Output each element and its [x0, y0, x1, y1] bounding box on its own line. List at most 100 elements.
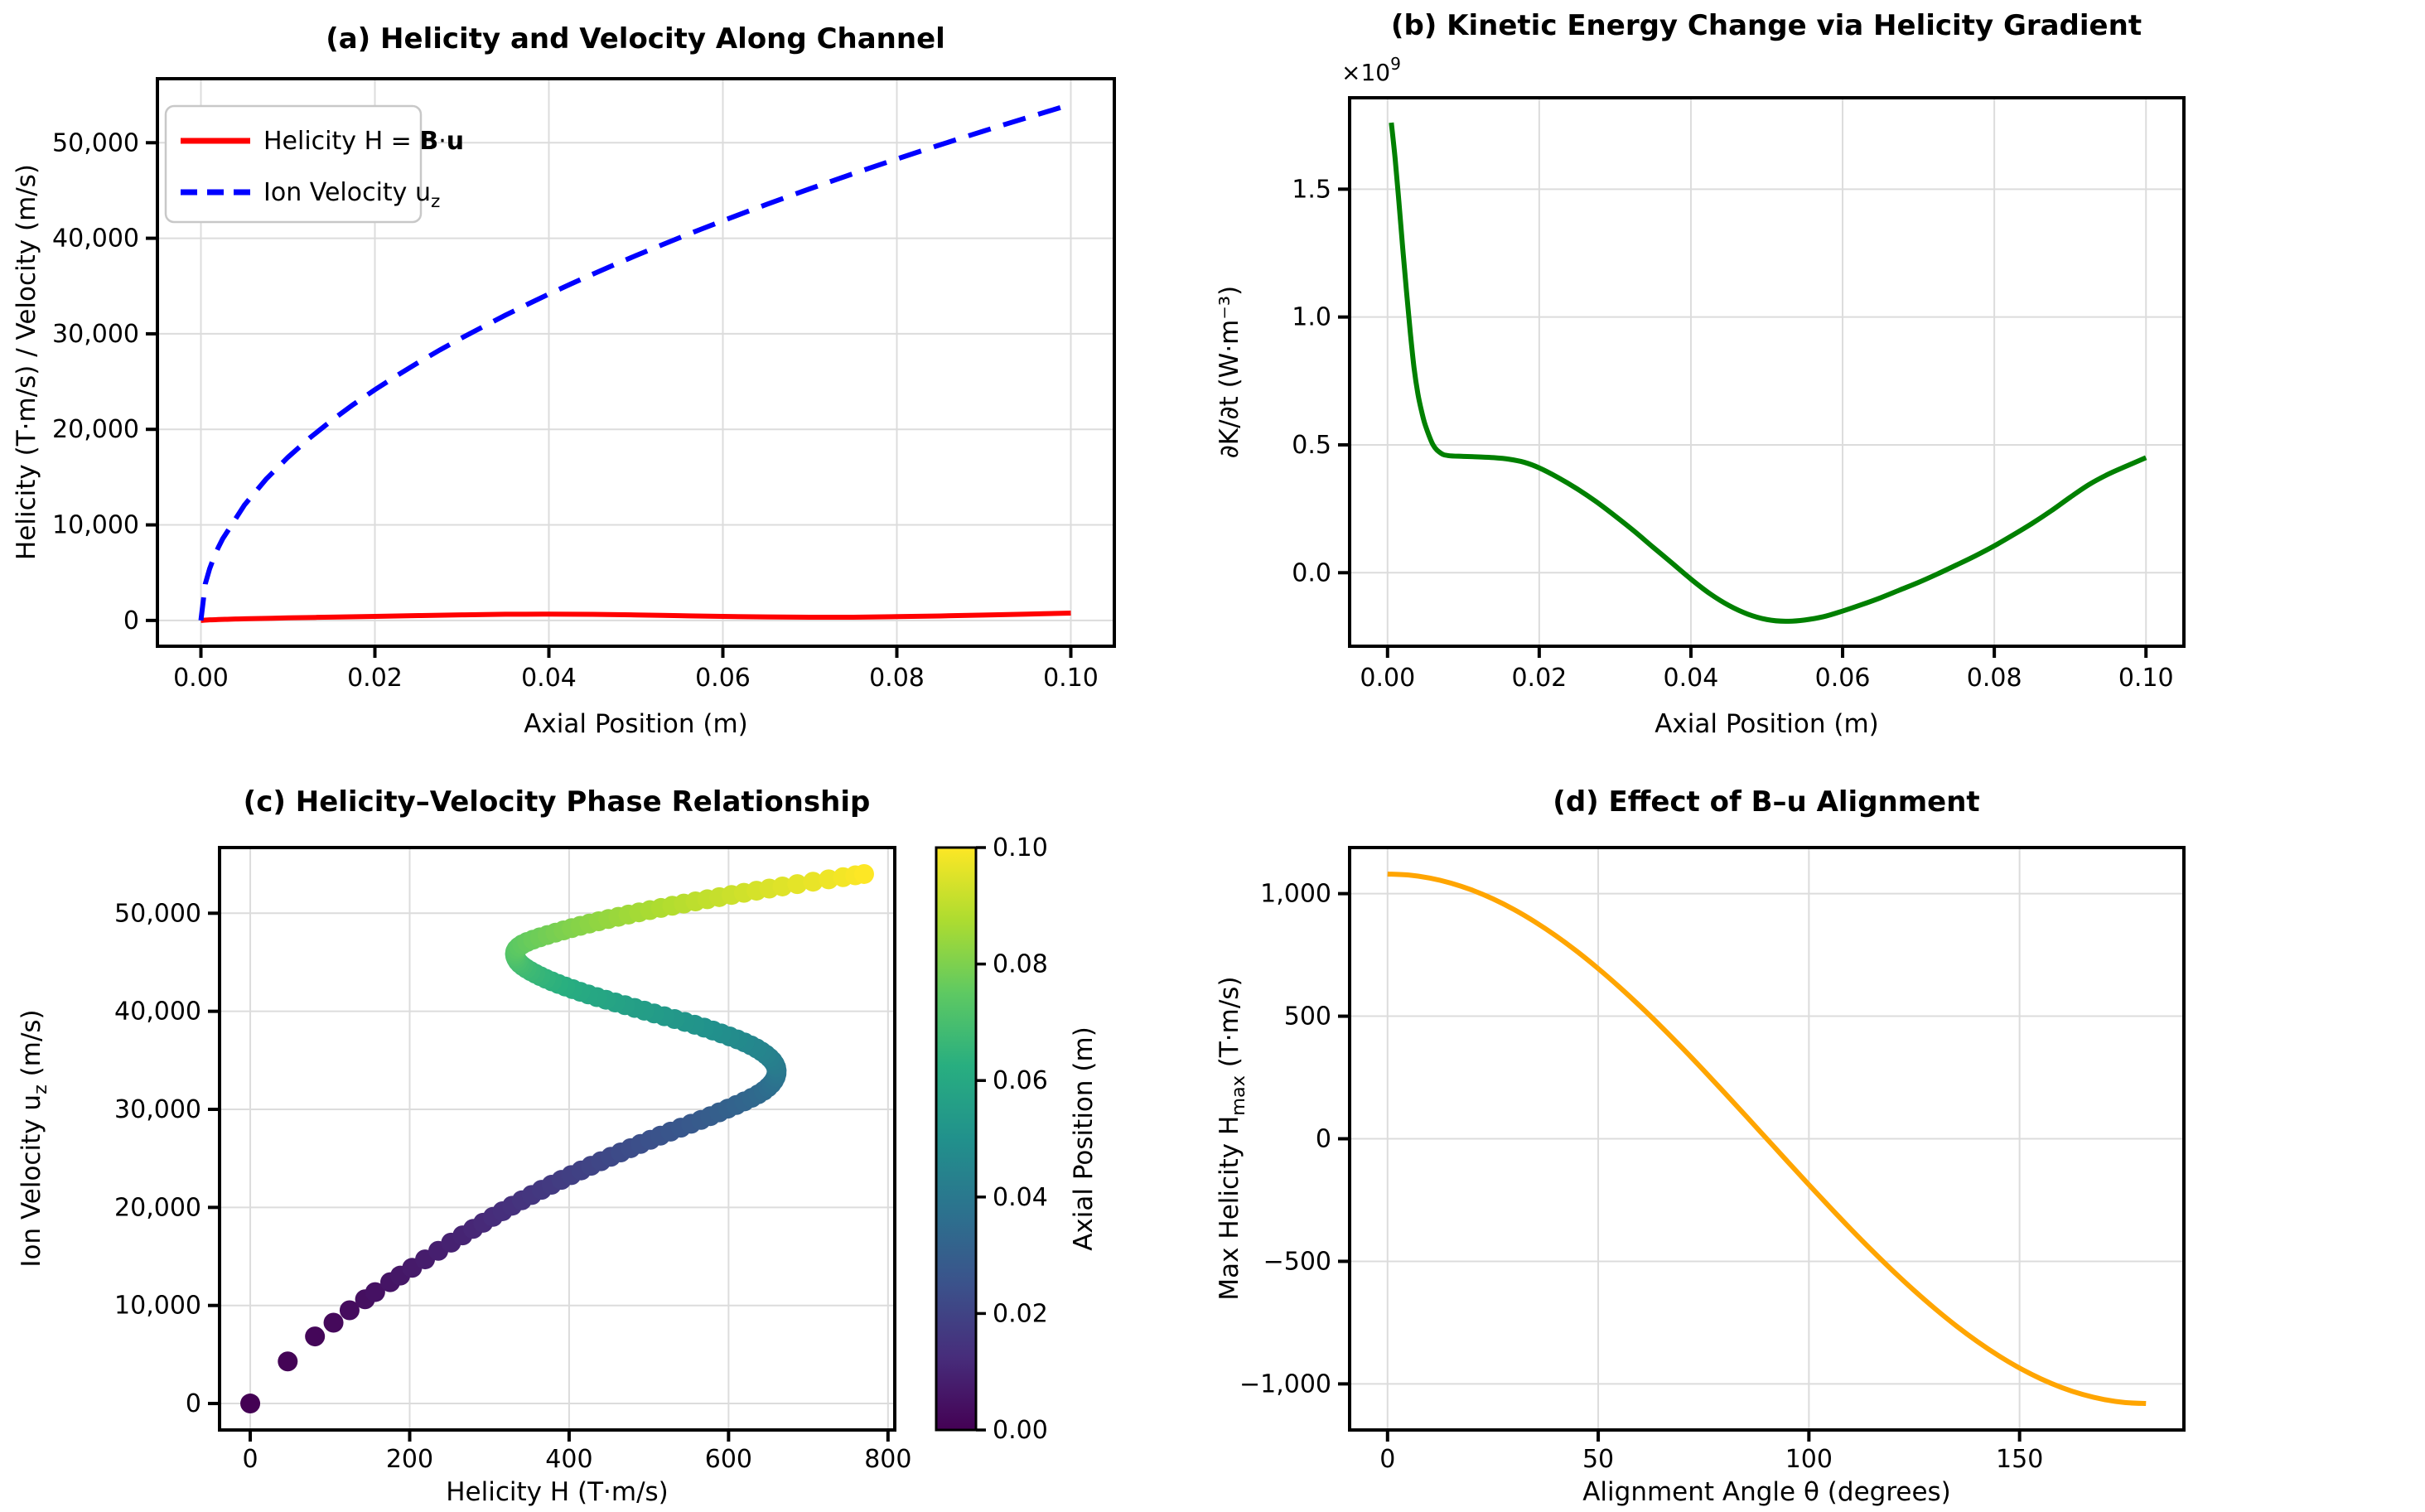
y-tick-label: 0	[1316, 1125, 1331, 1154]
series-line-a-0	[200, 610, 1071, 623]
x-tick-label: 400	[545, 1445, 592, 1474]
tick-labels: 0.00 0.02 0.04 0.06 0.08 0.10 0 10,000 20,000 30,…	[52, 128, 1099, 693]
x-tick-label: 0.04	[1664, 664, 1719, 693]
scatter-point	[365, 1282, 385, 1302]
panel-d-title: (d) Effect of B–u Alignment	[1553, 785, 1979, 819]
x-tick-label: 50	[1582, 1445, 1614, 1474]
scatter-point	[339, 1300, 360, 1321]
tick-labels: 0 200 400 600 800 0 10,000 20,000 30,000 40,000 50…	[114, 899, 911, 1474]
y-tick-label: 50,000	[52, 128, 139, 157]
legend-entry-label: Helicity H = B·u	[263, 127, 464, 156]
x-tick-label: 0.08	[1967, 664, 2022, 693]
series-line-a-1	[198, 102, 1072, 621]
y-axis-offset-label: ×109	[1341, 54, 1401, 86]
y-tick-label: 30,000	[52, 320, 139, 349]
scatter-point	[240, 1394, 261, 1414]
colorbar-tick-label: 0.02	[993, 1299, 1048, 1328]
panel-c-phase-relationship: (c) Helicity–Velocity Phase Relationship…	[17, 785, 1099, 1507]
x-axis-label: Alignment Angle θ (degrees)	[1582, 1477, 1951, 1507]
y-tick-label: 500	[1284, 1002, 1331, 1031]
panel-a-helicity-velocity: (a) Helicity and Velocity Along Channel …	[12, 22, 1116, 739]
colorbar-tick-label: 0.08	[993, 950, 1048, 979]
y-tick-label: 30,000	[114, 1095, 201, 1124]
x-tick-label: 0.00	[173, 664, 229, 693]
y-tick-label: 20,000	[114, 1193, 201, 1222]
y-tick-label: 10,000	[114, 1292, 201, 1321]
y-tick-label: 1.5	[1292, 175, 1331, 204]
y-axis-label: Helicity (T·m/s) / Velocity (m/s)	[12, 164, 41, 560]
x-tick-label: 0.06	[695, 664, 751, 693]
legend: Helicity H = B·u Ion Velocity uz	[164, 104, 464, 224]
tick-marks	[1338, 187, 2148, 658]
axes-spines	[1348, 96, 2186, 648]
panel-d-alignment: (d) Effect of B–u Alignment 0 50 100 150 −1,…	[1215, 785, 2186, 1507]
y-tick-label: 0.0	[1292, 558, 1331, 587]
x-tick-label: 0.10	[1043, 664, 1099, 693]
x-tick-label: 0.02	[1511, 664, 1567, 693]
scatter-points	[240, 863, 874, 1414]
x-tick-label: 150	[1996, 1445, 2043, 1474]
tick-marks	[1338, 891, 2022, 1442]
y-axis-label: ∂K/∂t (W·m⁻³)	[1215, 286, 1244, 459]
scatter-point	[772, 876, 793, 896]
axes-spines	[156, 77, 1116, 648]
x-axis-label: Axial Position (m)	[524, 709, 748, 739]
y-tick-label: 50,000	[114, 899, 201, 928]
y-tick-label: 20,000	[52, 415, 139, 444]
colorbar-tick-label: 0.04	[993, 1183, 1048, 1212]
y-tick-label: −1,000	[1239, 1369, 1331, 1398]
panel-a-title: (a) Helicity and Velocity Along Channel	[326, 22, 945, 56]
tick-labels: 0 50 100 150 −1,000 −500 0 500 1,000	[1239, 880, 2043, 1474]
y-axis-label: Ion Velocity uz (m/s)	[17, 1009, 51, 1267]
gridlines	[1350, 98, 2184, 646]
scatter-point	[803, 872, 824, 892]
gridlines	[220, 848, 895, 1430]
scatter-point	[278, 1351, 298, 1372]
x-tick-label: 0	[1379, 1445, 1395, 1474]
axes-spines	[218, 846, 896, 1432]
y-axis-label: Max Helicity Hmax (T·m/s)	[1215, 976, 1249, 1300]
scatter-point	[323, 1312, 344, 1333]
scatter-point	[787, 874, 808, 895]
scatter-point	[305, 1326, 326, 1347]
panel-b-title: (b) Kinetic Energy Change via Helicity G…	[1391, 9, 2142, 42]
panel-b-kinetic-energy: (b) Kinetic Energy Change via Helicity G…	[1215, 9, 2186, 739]
panel-c-title: (c) Helicity–Velocity Phase Relationship	[244, 785, 871, 819]
x-tick-label: 0.08	[869, 664, 925, 693]
series-line-b-0	[1389, 122, 2147, 624]
y-tick-label: −500	[1263, 1247, 1331, 1276]
x-tick-label: 0.00	[1360, 664, 1415, 693]
colorbar: 0.00 0.02 0.04 0.06 0.08 0.10 Axial Position (…	[935, 833, 1099, 1445]
tick-labels: 0.00 0.02 0.04 0.06 0.08 0.10 0.0 0.5 1.0 1.5	[1292, 175, 2173, 693]
y-tick-label: 1,000	[1260, 880, 1331, 909]
y-tick-label: 0	[123, 606, 139, 635]
y-tick-label: 40,000	[52, 225, 139, 254]
tick-marks	[208, 911, 890, 1442]
x-tick-label: 0.10	[2118, 664, 2174, 693]
series-line-d-0	[1387, 871, 2147, 1407]
x-axis-label: Helicity H (T·m/s)	[446, 1477, 669, 1507]
y-tick-label: 40,000	[114, 998, 201, 1027]
y-tick-label: 10,000	[52, 511, 139, 540]
x-tick-label: 0.06	[1815, 664, 1871, 693]
legend-entry-label: Ion Velocity uz	[263, 178, 440, 212]
x-axis-label: Axial Position (m)	[1655, 709, 1879, 739]
x-tick-label: 600	[705, 1445, 752, 1474]
legend-box	[164, 104, 423, 224]
y-tick-label: 1.0	[1292, 303, 1331, 332]
x-tick-label: 0.02	[347, 664, 403, 693]
colorbar-tick-label: 0.00	[993, 1416, 1048, 1445]
x-tick-label: 200	[386, 1445, 433, 1474]
colorbar-gradient	[935, 846, 978, 1432]
colorbar-label: Axial Position (m)	[1069, 1027, 1099, 1251]
y-tick-label: 0.5	[1292, 431, 1331, 460]
x-tick-label: 0.04	[521, 664, 577, 693]
scatter-point	[853, 863, 874, 884]
colorbar-tick-label: 0.06	[993, 1066, 1048, 1095]
tick-marks	[146, 141, 1073, 658]
x-tick-label: 100	[1785, 1445, 1833, 1474]
x-tick-label: 0	[242, 1445, 258, 1474]
x-tick-label: 800	[864, 1445, 911, 1474]
y-tick-label: 0	[186, 1389, 201, 1418]
